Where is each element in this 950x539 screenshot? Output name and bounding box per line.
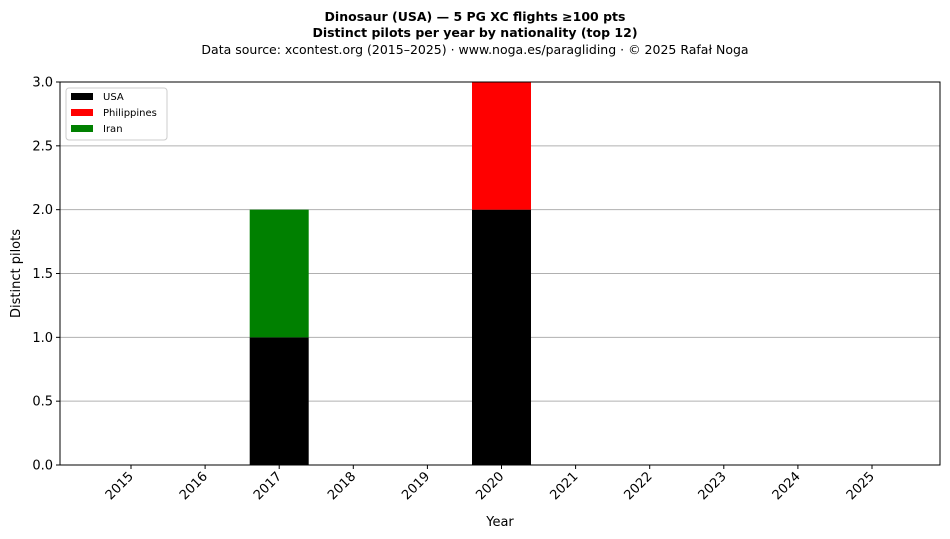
- x-tick-label: 2024: [770, 469, 804, 503]
- bar-segment: [249, 209, 309, 338]
- x-tick-label: 2016: [177, 469, 211, 503]
- legend-swatch: [71, 109, 93, 116]
- x-axis: 2015 2016 2017 2018 2019 2020 2021 2022 2023 2024…: [103, 465, 878, 503]
- y-tick-label: 2.5: [32, 139, 53, 154]
- x-tick-label: 2023: [696, 469, 730, 503]
- x-tick-label: 2019: [399, 469, 433, 503]
- legend-swatch: [71, 125, 93, 132]
- x-tick-label: 2022: [622, 469, 656, 503]
- y-axis-label: Distinct pilots: [9, 229, 24, 318]
- y-tick-label: 0.0: [32, 459, 53, 474]
- y-tick-label: 2.0: [32, 203, 53, 218]
- x-tick-label: 2018: [325, 469, 359, 503]
- bar-segment: [472, 209, 531, 465]
- y-tick-label: 0.5: [32, 395, 53, 410]
- legend-label: USA: [103, 92, 124, 103]
- x-tick-label: 2020: [473, 469, 507, 503]
- x-axis-label: Year: [485, 515, 514, 530]
- x-tick-label: 2025: [844, 469, 878, 503]
- y-tick-label: 1.0: [32, 331, 53, 346]
- x-tick-label: 2015: [103, 469, 137, 503]
- bar-segment: [249, 337, 309, 465]
- legend-label: Iran: [103, 124, 123, 135]
- chart-title-line-1: Dinosaur (USA) — 5 PG XC flights ≥100 pt…: [324, 9, 626, 24]
- legend-swatch: [71, 93, 93, 100]
- bar-segment: [472, 82, 531, 210]
- y-axis: 0.0 0.5 1.0 1.5 2.0 2.5 3.0: [32, 76, 60, 474]
- x-tick-label: 2017: [251, 469, 285, 503]
- bars: [249, 82, 531, 465]
- chart-title-line-2: Distinct pilots per year by nationality …: [312, 25, 638, 40]
- legend-label: Philippines: [103, 108, 157, 119]
- y-tick-label: 3.0: [32, 76, 53, 91]
- x-tick-label: 2021: [547, 469, 581, 503]
- y-tick-label: 1.5: [32, 267, 53, 282]
- legend: USA Philippines Iran: [65, 87, 168, 141]
- title-block: Dinosaur (USA) — 5 PG XC flights ≥100 pt…: [0, 9, 950, 58]
- chart-subtitle: Data source: xcontest.org (2015–2025) · …: [201, 42, 749, 57]
